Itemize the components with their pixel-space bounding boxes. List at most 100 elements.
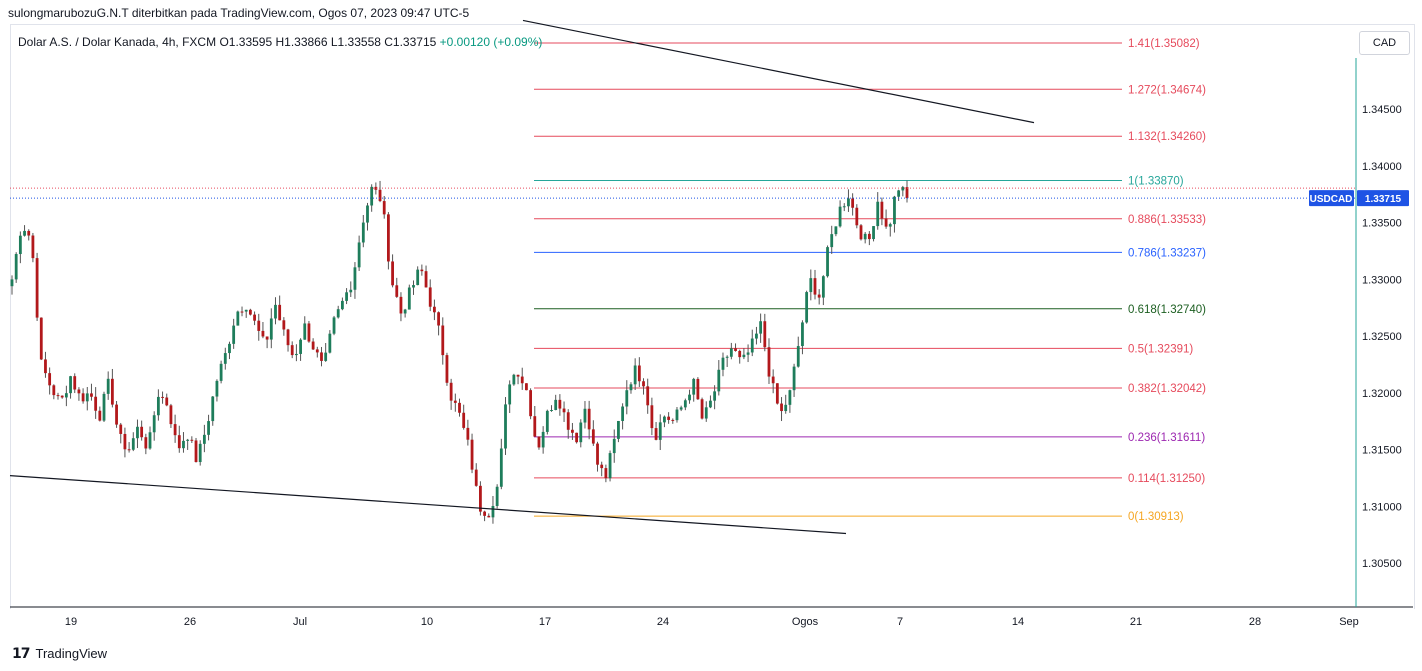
- candle-body[interactable]: [357, 242, 361, 268]
- candle-body[interactable]: [479, 485, 482, 512]
- candle-body[interactable]: [441, 325, 445, 356]
- candle-body[interactable]: [60, 395, 64, 398]
- candle-body[interactable]: [282, 320, 286, 330]
- candle-body[interactable]: [23, 230, 26, 236]
- candle-body[interactable]: [127, 449, 131, 451]
- candle-body[interactable]: [370, 186, 374, 206]
- candle-body[interactable]: [202, 434, 206, 444]
- candle-body[interactable]: [516, 374, 520, 377]
- candle-body[interactable]: [842, 206, 846, 208]
- candle-body[interactable]: [420, 269, 424, 272]
- candle-body[interactable]: [533, 416, 537, 437]
- candle-body[interactable]: [675, 409, 679, 421]
- candle-body[interactable]: [905, 187, 909, 199]
- candle-body[interactable]: [165, 397, 169, 406]
- candle-body[interactable]: [399, 296, 403, 314]
- candle-body[interactable]: [253, 314, 256, 321]
- candle-body[interactable]: [27, 230, 31, 236]
- candle-body[interactable]: [123, 433, 127, 450]
- candle-body[interactable]: [324, 352, 328, 361]
- candle-body[interactable]: [18, 235, 22, 255]
- candle-body[interactable]: [663, 416, 666, 423]
- candle-body[interactable]: [545, 410, 549, 432]
- candle-body[interactable]: [483, 511, 486, 516]
- candle-body[interactable]: [617, 420, 620, 439]
- currency-button[interactable]: CAD: [1359, 31, 1410, 55]
- candle-body[interactable]: [734, 348, 737, 351]
- candle-body[interactable]: [554, 399, 558, 411]
- candle-body[interactable]: [629, 384, 633, 391]
- candle-body[interactable]: [788, 390, 792, 405]
- candle-body[interactable]: [608, 453, 612, 479]
- candle-body[interactable]: [152, 415, 156, 433]
- candle-body[interactable]: [821, 276, 825, 298]
- candle-body[interactable]: [512, 374, 516, 385]
- candle-body[interactable]: [771, 376, 775, 384]
- candle-body[interactable]: [340, 300, 344, 310]
- candle-body[interactable]: [416, 269, 420, 286]
- candle-body[interactable]: [261, 330, 265, 337]
- trendline-upper[interactable]: [522, 19, 1035, 124]
- candle-body[interactable]: [307, 323, 311, 342]
- candle-body[interactable]: [219, 363, 223, 381]
- candle-body[interactable]: [612, 438, 616, 454]
- candle-body[interactable]: [683, 400, 687, 408]
- candle-body[interactable]: [449, 382, 453, 401]
- candle-body[interactable]: [587, 408, 591, 430]
- candle-body[interactable]: [244, 309, 248, 312]
- candle-body[interactable]: [232, 325, 236, 344]
- candle-body[interactable]: [391, 261, 394, 286]
- candle-body[interactable]: [186, 439, 190, 441]
- candle-body[interactable]: [884, 218, 888, 227]
- candle-body[interactable]: [10, 279, 14, 287]
- candle-body[interactable]: [303, 323, 307, 340]
- candle-body[interactable]: [48, 373, 52, 386]
- candle-body[interactable]: [345, 292, 348, 301]
- trendline-lower[interactable]: [9, 475, 847, 535]
- candle-body[interactable]: [102, 393, 106, 421]
- candle-body[interactable]: [274, 304, 277, 319]
- candle-body[interactable]: [801, 322, 804, 347]
- candle-body[interactable]: [64, 393, 68, 398]
- candle-body[interactable]: [374, 186, 378, 190]
- candle-body[interactable]: [458, 402, 461, 413]
- candle-body[interactable]: [571, 429, 574, 433]
- candle-body[interactable]: [156, 396, 160, 416]
- candle-body[interactable]: [575, 432, 579, 443]
- candle-body[interactable]: [558, 399, 562, 409]
- candle-body[interactable]: [81, 393, 85, 402]
- candle-body[interactable]: [667, 416, 671, 420]
- candle-body[interactable]: [52, 385, 56, 396]
- candle-body[interactable]: [742, 354, 746, 358]
- candle-body[interactable]: [223, 353, 227, 364]
- candle-body[interactable]: [194, 440, 198, 463]
- candle-body[interactable]: [838, 206, 842, 227]
- candle-body[interactable]: [642, 381, 645, 387]
- candle-body[interactable]: [796, 346, 800, 367]
- candle-body[interactable]: [328, 333, 332, 353]
- candle-body[interactable]: [872, 226, 875, 240]
- candle-body[interactable]: [31, 235, 35, 259]
- candle-body[interactable]: [115, 404, 118, 425]
- candle-body[interactable]: [412, 285, 415, 288]
- candle-body[interactable]: [600, 464, 604, 469]
- candle-body[interactable]: [269, 318, 273, 340]
- candle-body[interactable]: [69, 376, 72, 394]
- candle-body[interactable]: [709, 400, 712, 408]
- candle-body[interactable]: [462, 412, 466, 428]
- candle-body[interactable]: [35, 258, 39, 318]
- candle-body[interactable]: [278, 304, 282, 321]
- candle-body[interactable]: [654, 428, 658, 440]
- candle-body[interactable]: [248, 309, 252, 315]
- candle-body[interactable]: [148, 432, 152, 449]
- candle-body[interactable]: [495, 486, 499, 506]
- candle-body[interactable]: [44, 359, 47, 374]
- candle-body[interactable]: [407, 287, 411, 310]
- candle-body[interactable]: [809, 278, 813, 293]
- candle-body[interactable]: [813, 278, 817, 295]
- candle-body[interactable]: [290, 345, 294, 356]
- candle-body[interactable]: [136, 426, 139, 439]
- candle-body[interactable]: [332, 317, 336, 334]
- candle-body[interactable]: [85, 393, 89, 402]
- candle-body[interactable]: [537, 436, 541, 448]
